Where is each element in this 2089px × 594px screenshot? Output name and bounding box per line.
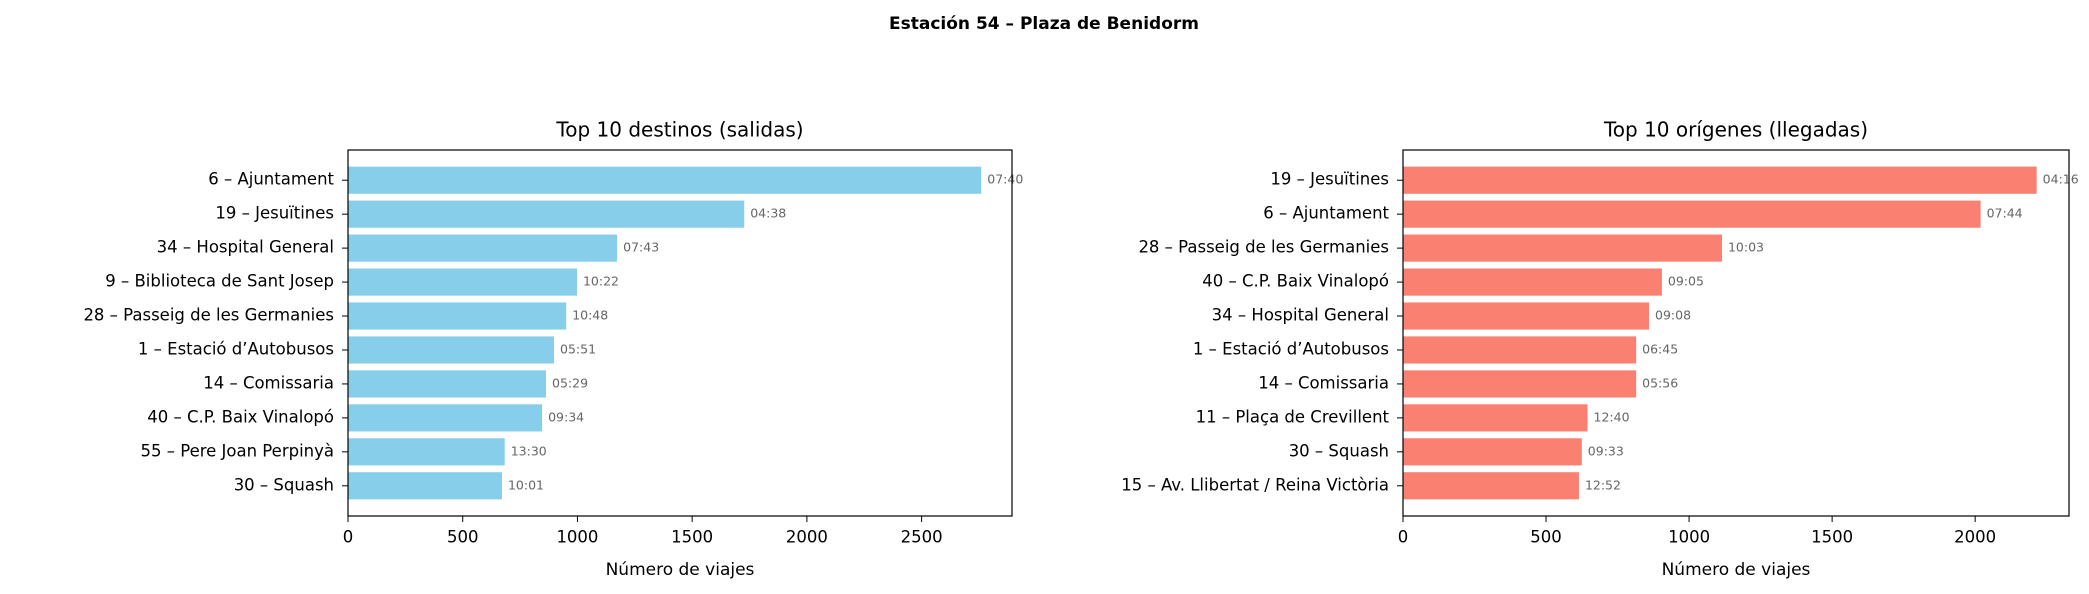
bar-annotation: 05:56	[1642, 375, 1678, 390]
axes-frame	[347, 149, 1013, 517]
bar-annotation: 09:33	[1588, 443, 1624, 458]
bar-annotation: 10:22	[583, 274, 619, 289]
bar-annotation: 06:45	[1642, 341, 1678, 356]
figure-title: Estación 54 – Plaza de Benidorm	[889, 14, 1199, 34]
bar-annotation: 07:43	[623, 240, 659, 255]
y-tick-label: 40 – C.P. Baix Vinalopó	[1202, 272, 1389, 291]
axes-title: Top 10 orígenes (llegadas)	[1603, 118, 1868, 142]
x-tick-label: 0	[343, 528, 354, 547]
bar-annotation: 07:44	[1987, 206, 2023, 221]
y-tick-label: 30 – Squash	[234, 475, 334, 494]
bar	[348, 268, 577, 296]
axes-frame	[1402, 149, 2070, 517]
y-tick-label: 1 – Estació d’Autobusos	[1193, 339, 1389, 358]
x-tick-label: 2000	[1954, 528, 1996, 547]
bar-annotation: 05:29	[552, 375, 588, 390]
bar-annotation: 10:03	[1728, 240, 1764, 255]
bar	[348, 166, 982, 194]
bar-annotation: 04:16	[2043, 172, 2079, 187]
x-axis-label: Número de viajes	[1662, 560, 1811, 580]
y-tick-label: 40 – C.P. Baix Vinalopó	[147, 407, 334, 426]
bar	[348, 302, 567, 330]
bar	[1403, 336, 1637, 364]
y-tick-label: 55 – Pere Joan Perpinyà	[140, 441, 334, 460]
y-tick-label: 9 – Biblioteca de Sant Josep	[105, 272, 334, 291]
x-tick-label: 1000	[1668, 528, 1710, 547]
bar-annotation: 12:52	[1585, 477, 1621, 492]
x-tick-label: 0	[1398, 528, 1409, 547]
y-tick-label: 15 – Av. Llibertat / Reina Victòria	[1121, 475, 1389, 494]
bar-annotation: 10:01	[508, 477, 544, 492]
bar-annotation: 13:30	[511, 443, 547, 458]
bar	[1403, 438, 1582, 466]
bar	[1403, 302, 1650, 330]
bar	[1403, 234, 1722, 262]
bar-annotation: 05:51	[560, 341, 596, 356]
axes-title: Top 10 destinos (salidas)	[555, 118, 803, 142]
x-tick-label: 500	[447, 528, 479, 547]
bar-annotation: 07:40	[987, 172, 1023, 187]
y-tick-label: 11 – Plaça de Crevillent	[1196, 407, 1390, 426]
x-tick-label: 2500	[901, 528, 943, 547]
bar	[1403, 268, 1662, 296]
x-tick-label: 500	[1530, 528, 1562, 547]
bar	[348, 438, 505, 466]
y-tick-label: 34 – Hospital General	[1212, 306, 1389, 325]
bar	[1403, 472, 1579, 500]
y-tick-label: 6 – Ajuntament	[1263, 204, 1389, 223]
bar	[348, 472, 502, 500]
y-tick-label: 19 – Jesuïtines	[1270, 170, 1389, 189]
bar-annotation: 04:38	[750, 206, 786, 221]
x-axis-label: Número de viajes	[606, 560, 755, 580]
x-tick-label: 1500	[671, 528, 713, 547]
y-tick-label: 19 – Jesuïtines	[215, 204, 334, 223]
bar	[348, 370, 547, 398]
bar	[348, 200, 745, 228]
bar	[1403, 200, 1981, 228]
bar	[348, 234, 618, 262]
y-tick-label: 14 – Comissaria	[203, 373, 334, 392]
bar-annotation: 12:40	[1594, 409, 1630, 424]
y-tick-label: 1 – Estació d’Autobusos	[138, 339, 334, 358]
y-tick-label: 30 – Squash	[1289, 441, 1389, 460]
bar-annotation: 09:05	[1668, 274, 1704, 289]
y-tick-label: 14 – Comissaria	[1258, 373, 1389, 392]
bar	[348, 336, 555, 364]
y-tick-label: 28 – Passeig de les Germanies	[83, 306, 334, 325]
bar-annotation: 10:48	[572, 308, 608, 323]
bar	[348, 404, 543, 432]
y-tick-label: 34 – Hospital General	[157, 238, 334, 257]
bar-annotation: 09:34	[548, 409, 584, 424]
x-tick-label: 2000	[786, 528, 828, 547]
bar	[1403, 166, 2037, 194]
y-tick-label: 28 – Passeig de les Germanies	[1138, 238, 1389, 257]
bar	[1403, 370, 1637, 398]
bar	[1403, 404, 1588, 432]
bar-annotation: 09:08	[1655, 308, 1691, 323]
x-tick-label: 1000	[556, 528, 598, 547]
x-tick-label: 1500	[1811, 528, 1853, 547]
y-tick-label: 6 – Ajuntament	[208, 170, 334, 189]
